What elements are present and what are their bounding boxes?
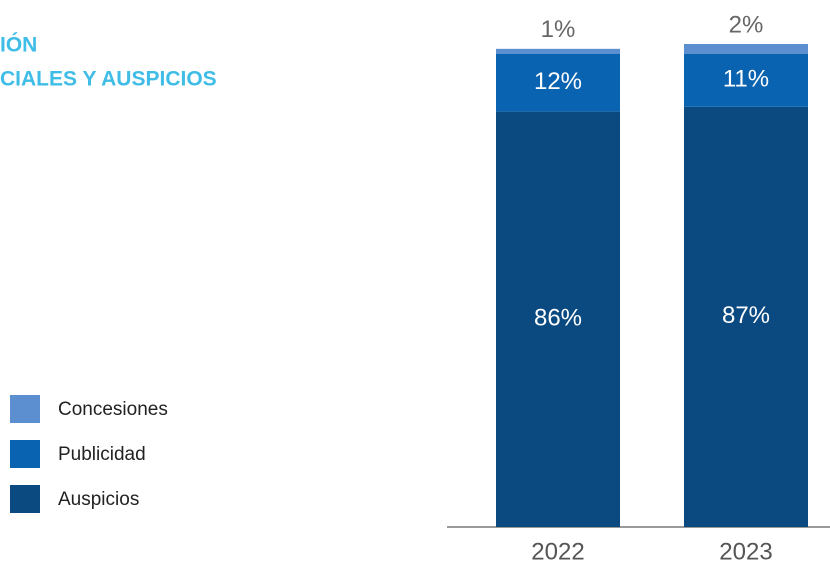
bar-segment — [684, 106, 808, 527]
legend-label: Concesiones — [58, 399, 168, 420]
x-tick-label: 2023 — [719, 538, 772, 565]
data-label: 11% — [723, 66, 769, 93]
bar-segment — [496, 53, 620, 112]
legend-swatch — [10, 485, 40, 513]
bar-segment — [684, 53, 808, 107]
data-label: 87% — [722, 302, 770, 329]
legend-label: Auspicios — [58, 489, 139, 510]
chart-title: CIALES Y AUSPICIOS — [0, 68, 217, 91]
data-label: 12% — [534, 68, 582, 95]
chart-title: IÓN — [0, 33, 37, 57]
data-label: 86% — [534, 305, 582, 332]
legend-swatch — [10, 395, 40, 423]
legend-swatch — [10, 440, 40, 468]
bar-segment — [496, 111, 620, 528]
bar-segment — [684, 44, 808, 54]
x-tick-label: 2022 — [531, 538, 584, 565]
data-label: 2% — [729, 11, 764, 38]
data-label: 1% — [541, 16, 576, 43]
legend-label: Publicidad — [58, 444, 146, 465]
bar-segment — [496, 48, 620, 54]
